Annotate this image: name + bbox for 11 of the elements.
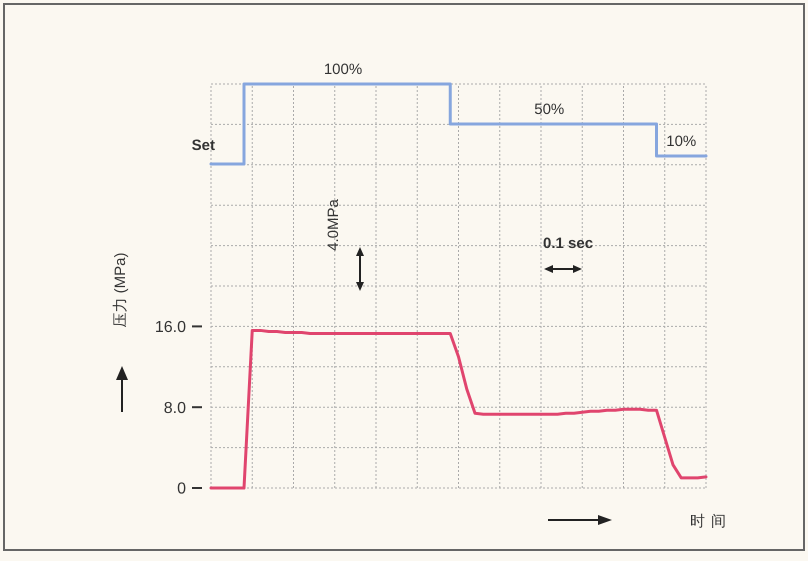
y-tick-label: 16.0 <box>154 319 186 336</box>
series-label: Set <box>192 137 216 154</box>
x-axis-title: 时间 <box>690 513 732 530</box>
data-label: 10% <box>666 133 696 150</box>
data-label: 100% <box>324 61 362 78</box>
y-axis-title: 压力 (MPa) <box>112 252 129 328</box>
y-tick-label: 8.0 <box>164 400 186 417</box>
data-label: 50% <box>534 101 564 118</box>
annotation: 4.0MPa <box>325 198 342 251</box>
annotation: 0.1 sec <box>543 235 594 252</box>
y-tick-label: 0 <box>177 480 186 498</box>
